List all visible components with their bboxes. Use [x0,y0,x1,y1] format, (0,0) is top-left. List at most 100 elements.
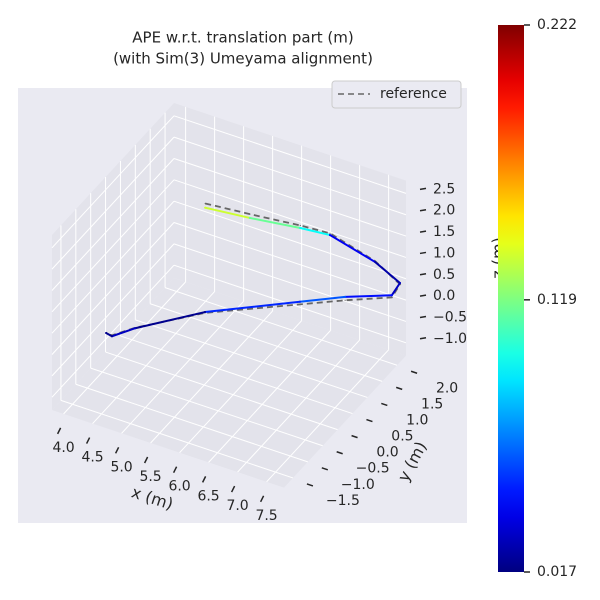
grid-line [173,115,407,194]
x-tick-label: 7.0 [226,498,248,514]
trajectory-segment [248,216,302,229]
trajectory-vertex [344,295,347,298]
trajectory-vertex [329,234,332,237]
colorbar [498,25,524,572]
trajectory-segment [298,295,347,303]
reference-vertex [299,224,301,227]
trajectory-vertex [110,335,113,338]
grid-line [51,200,175,334]
grid-line [51,222,175,355]
z-tick-label: 1.0 [433,245,455,261]
y-tick [410,370,418,374]
grid-line [150,310,273,444]
z-tick-label: 1.5 [433,224,455,240]
y-tick [395,386,403,391]
trajectory-vertex [134,327,137,330]
x-tick [85,437,91,444]
z-tick [419,230,427,233]
z-tick [419,251,427,255]
x-tick-label: 5.0 [110,459,132,475]
z-tick [419,273,427,276]
grid-line [208,330,331,463]
x-tick [230,485,236,493]
colorbar-tick-label: 0.119 [537,292,577,308]
colorbar-tick-label: 0.017 [537,564,577,580]
y-tick-label: 2.0 [436,380,458,396]
plot-3d: 4.04.55.05.56.06.57.07.5−1.5−1.0−0.50.00… [51,103,467,524]
x-tick [143,456,149,464]
trajectory-vertex [299,226,302,229]
y-tick [321,467,329,471]
y-tick [306,483,314,487]
reference-vertex [299,303,301,305]
z-tick [419,315,427,319]
trajectory-segment [299,226,332,237]
z-tick [419,337,427,340]
chart-subtitle: (with Sim(3) Umeyama alignment) [113,50,373,68]
trajectory-segment [329,234,377,264]
colorbar-tick-label: 0.222 [537,17,577,33]
trajectory-vertex [390,294,393,297]
trajectory-vertex [105,332,108,335]
grid-line [51,243,175,377]
reference-vertex [344,299,346,301]
x-tick-label: 6.5 [197,488,219,504]
trajectory-vertex [248,216,251,219]
grid-line [173,179,407,258]
z-tick [419,187,427,191]
grid-line [120,335,353,415]
trajectory-vertex [298,300,301,303]
z-tick-label: −1.0 [433,331,467,347]
back-pane [174,103,406,356]
reference-vertex [249,213,251,215]
trajectory-segment [134,311,206,330]
y-tick-label: 1.5 [421,396,443,412]
grid-line [164,287,398,366]
trajectory-segment [204,206,251,219]
x-tick [56,427,62,435]
grid-line [75,383,308,463]
grid-line [173,136,407,216]
trajectory-segment [105,332,113,338]
y-tick-label: 1.0 [406,412,428,428]
legend-box [331,80,462,109]
y-tick [351,434,358,439]
y-tick-label: −1.5 [326,493,360,509]
trajectory-segment [390,281,401,297]
grid-line [60,399,294,479]
x-tick-label: 4.5 [81,450,103,466]
reference-vertex [329,232,331,234]
grid-line [179,320,302,454]
grid-line [51,264,175,398]
grid-line [51,115,175,249]
y-tick-label: 0.5 [391,429,413,445]
y-tick [366,418,373,423]
legend-label: reference [380,86,447,102]
z-tick-label: −0.5 [433,309,467,325]
x-tick-label: 4.0 [52,440,74,456]
reference-vertex [391,296,393,298]
x-tick [114,446,120,454]
trajectory-segment [203,300,301,314]
grid-line [173,243,407,322]
trajectory-vertex [398,281,401,284]
y-tick [336,451,343,455]
grid-line [51,136,175,270]
reference-vertex [204,202,206,205]
grid-line [121,300,244,434]
y-tick-label: −0.5 [356,461,390,477]
grid-line [105,351,338,431]
y-tick [381,402,388,407]
x-tick [172,466,178,474]
grid-line [237,339,360,473]
grid-line [90,367,323,447]
trajectory-segment [374,261,401,284]
z-tick [419,294,427,297]
grid-line [173,264,407,344]
z-tick-label: 2.0 [433,203,455,219]
grid-line [63,281,186,415]
z-tick-label: 2.5 [433,181,455,197]
grid-line [266,349,389,483]
